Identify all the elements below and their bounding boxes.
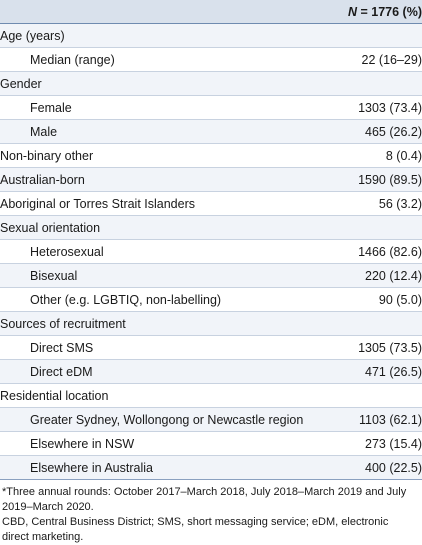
row-label: Residential location xyxy=(0,384,330,408)
row-value: 1103 (62.1) xyxy=(330,408,422,432)
row-label: Australian-born xyxy=(0,168,330,192)
table-row: Residential location xyxy=(0,384,422,408)
table-row: Sources of recruitment xyxy=(0,312,422,336)
row-label: Sources of recruitment xyxy=(0,312,330,336)
row-value: 90 (5.0) xyxy=(330,288,422,312)
header-n-value: = 1776 (%) xyxy=(361,5,422,19)
row-label: Greater Sydney, Wollongong or Newcastle … xyxy=(0,408,330,432)
header-label-cell xyxy=(0,0,330,24)
row-value: 1466 (82.6) xyxy=(330,240,422,264)
row-value xyxy=(330,72,422,96)
row-value: 56 (3.2) xyxy=(330,192,422,216)
row-value xyxy=(330,24,422,48)
row-label: Age (years) xyxy=(0,24,330,48)
row-label: Aboriginal or Torres Strait Islanders xyxy=(0,192,330,216)
demographics-table: N = 1776 (%) Age (years)Median (range)22… xyxy=(0,0,422,480)
row-value xyxy=(330,216,422,240)
row-value: 220 (12.4) xyxy=(330,264,422,288)
row-label: Median (range) xyxy=(0,48,330,72)
row-value: 8 (0.4) xyxy=(330,144,422,168)
row-label: Elsewhere in Australia xyxy=(0,456,330,480)
row-label: Direct eDM xyxy=(0,360,330,384)
table-row: Other (e.g. LGBTIQ, non-labelling)90 (5.… xyxy=(0,288,422,312)
row-label: Female xyxy=(0,96,330,120)
row-value: 465 (26.2) xyxy=(330,120,422,144)
table-row: Age (years) xyxy=(0,24,422,48)
table-row: Gender xyxy=(0,72,422,96)
row-value: 1305 (73.5) xyxy=(330,336,422,360)
table-row: Sexual orientation xyxy=(0,216,422,240)
table-row: Greater Sydney, Wollongong or Newcastle … xyxy=(0,408,422,432)
row-value xyxy=(330,384,422,408)
row-value: 273 (15.4) xyxy=(330,432,422,456)
row-label: Heterosexual xyxy=(0,240,330,264)
row-label: Direct SMS xyxy=(0,336,330,360)
row-value xyxy=(330,312,422,336)
row-value: 400 (22.5) xyxy=(330,456,422,480)
footnote-abbreviations: CBD, Central Business District; SMS, sho… xyxy=(2,515,418,545)
header-value-cell: N = 1776 (%) xyxy=(330,0,422,24)
table-body: Age (years)Median (range)22 (16–29)Gende… xyxy=(0,24,422,480)
footnote-rounds: *Three annual rounds: October 2017–March… xyxy=(2,485,418,515)
row-value: 22 (16–29) xyxy=(330,48,422,72)
row-label: Other (e.g. LGBTIQ, non-labelling) xyxy=(0,288,330,312)
table-row: Median (range)22 (16–29) xyxy=(0,48,422,72)
table-footnotes: *Three annual rounds: October 2017–March… xyxy=(0,480,422,545)
table-header-row: N = 1776 (%) xyxy=(0,0,422,24)
row-label: Non-binary other xyxy=(0,144,330,168)
row-label: Elsewhere in NSW xyxy=(0,432,330,456)
row-label: Bisexual xyxy=(0,264,330,288)
row-label: Sexual orientation xyxy=(0,216,330,240)
header-n-symbol: N xyxy=(348,5,357,19)
row-value: 1590 (89.5) xyxy=(330,168,422,192)
row-value: 1303 (73.4) xyxy=(330,96,422,120)
row-label: Gender xyxy=(0,72,330,96)
row-label: Male xyxy=(0,120,330,144)
row-value: 471 (26.5) xyxy=(330,360,422,384)
